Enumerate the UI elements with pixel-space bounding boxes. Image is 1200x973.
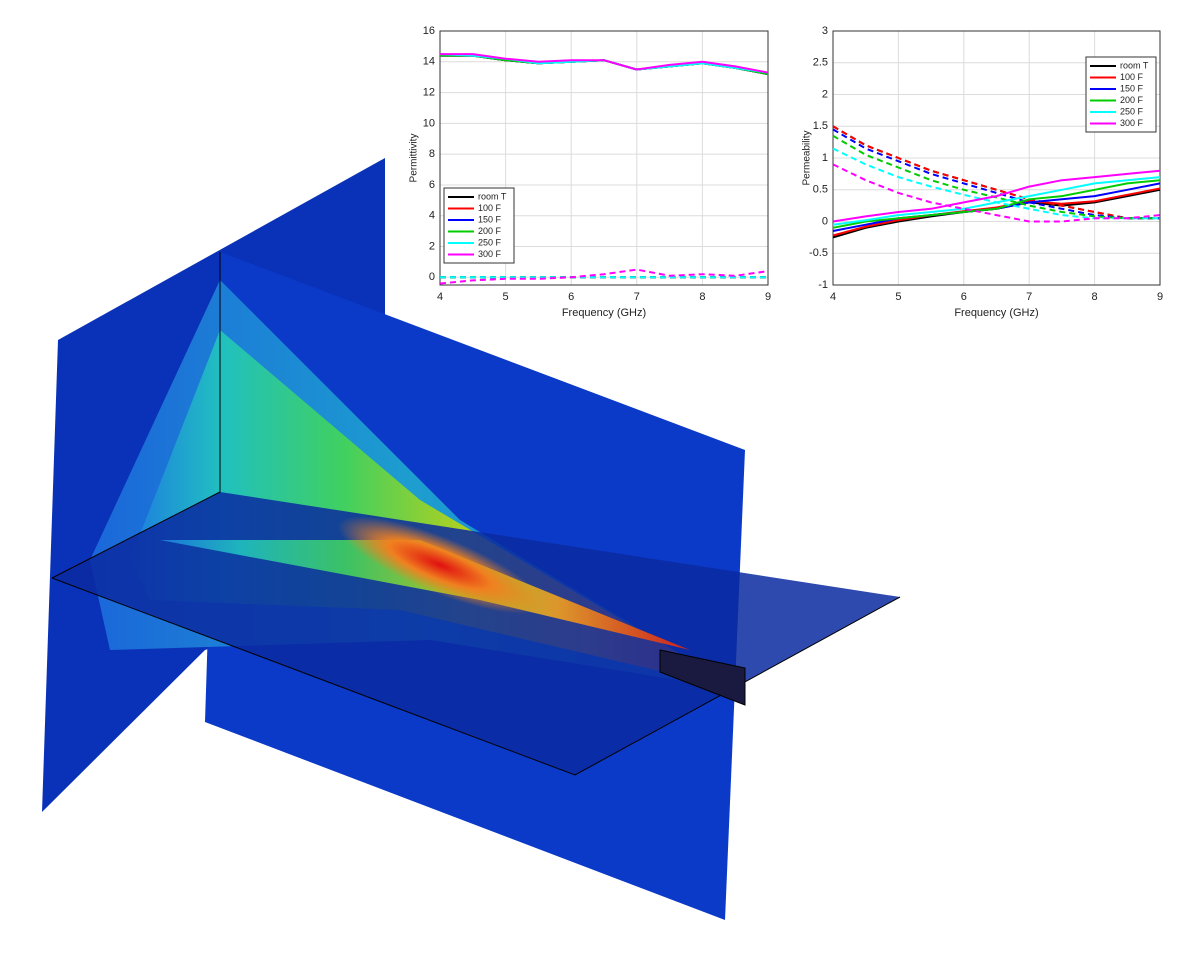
legend-box — [443, 187, 515, 264]
hot-spot — [337, 516, 543, 614]
y-tick-label: 14 — [423, 56, 435, 68]
y-tick-label: 2 — [429, 240, 435, 252]
legend-label: 150 F — [478, 214, 502, 224]
x-tick-label: 4 — [437, 291, 443, 303]
x-tick-label: 8 — [1092, 291, 1098, 303]
y-tick-label: -1 — [818, 279, 828, 291]
series-line — [832, 187, 1161, 237]
y-axis-label: Permittivity — [409, 134, 420, 183]
series-line-dashed — [832, 134, 1160, 220]
legend-label: 100 F — [1120, 72, 1144, 82]
y-tick-label: 0.5 — [813, 184, 828, 196]
floor-plane — [52, 492, 900, 775]
legend-label: 100 F — [478, 203, 502, 213]
series-line — [440, 53, 769, 74]
x-tick-label: 5 — [895, 291, 901, 303]
y-tick-label: 2 — [822, 88, 828, 100]
x-tick-label: 9 — [1157, 291, 1163, 303]
legend-label: 300 F — [1120, 118, 1144, 128]
y-tick-label: 8 — [429, 148, 435, 160]
legend-label: room T — [478, 191, 507, 201]
x-axis-label: Frequency (GHz) — [954, 307, 1038, 319]
x-tick-label: 5 — [503, 291, 509, 303]
legend-label: 300 F — [478, 249, 502, 259]
x-tick-label: 9 — [765, 291, 771, 303]
edge — [51, 252, 221, 579]
x-tick-label: 7 — [634, 291, 640, 303]
legend-label: room T — [1120, 60, 1149, 70]
series-line — [832, 169, 1161, 223]
x-axis-label: Frequency (GHz) — [562, 307, 646, 319]
horn-feed — [659, 649, 746, 706]
y-tick-label: 0 — [429, 271, 435, 283]
series-line — [832, 179, 1161, 229]
x-tick-label: 6 — [961, 291, 967, 303]
y-tick-label: 0 — [822, 215, 828, 227]
y-tick-label: 3 — [822, 25, 828, 37]
series-line-dashed — [832, 128, 1160, 220]
chart: -1 -0.5 0 0.5 1 1.5 2 2.5 3 4 5 6 7 8 9 Frequency (GHz)… — [802, 25, 1163, 319]
series-line-dashed — [832, 163, 1161, 223]
y-tick-label: 12 — [423, 86, 435, 98]
y-axis-label: Permeability — [802, 130, 813, 185]
plot-frame — [832, 30, 1161, 286]
legend-label: 200 F — [1120, 95, 1144, 105]
legend-label: 150 F — [1120, 83, 1144, 93]
legend-box — [1085, 56, 1157, 133]
legend-label: 250 F — [478, 237, 502, 247]
x-tick-label: 4 — [830, 291, 836, 303]
y-tick-label: -0.5 — [809, 247, 828, 259]
x-tick-label: 8 — [699, 291, 705, 303]
y-tick-label: 1.5 — [813, 120, 828, 132]
legend-label: 250 F — [1120, 106, 1144, 116]
y-tick-label: 1 — [822, 152, 828, 164]
series-line-dashed — [832, 125, 1160, 220]
x-tick-label: 6 — [568, 291, 574, 303]
y-tick-label: 16 — [423, 25, 435, 37]
chart: 0 2 4 6 8 10 12 14 16 4 5 6 7 8 9 Frequency (GHz) Permit… — [409, 25, 771, 319]
y-tick-label: 6 — [429, 179, 435, 191]
y-tick-label: 2.5 — [813, 57, 828, 69]
series-line-dashed — [439, 268, 769, 285]
plot-frame — [439, 30, 769, 286]
series-line — [832, 176, 1161, 226]
y-tick-label: 4 — [429, 210, 435, 222]
legend-label: 200 F — [478, 226, 502, 236]
field-visualization — [42, 158, 901, 920]
edge — [51, 577, 901, 776]
y-tick-label: 10 — [423, 117, 435, 129]
x-tick-label: 7 — [1026, 291, 1032, 303]
